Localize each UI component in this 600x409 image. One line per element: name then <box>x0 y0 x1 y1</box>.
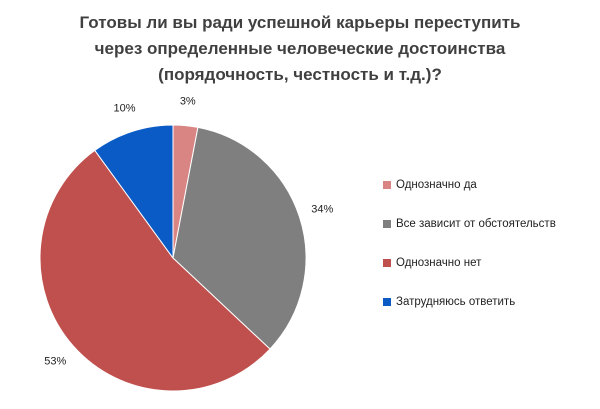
chart-title: через определенные человеческие достоинс… <box>95 39 506 58</box>
chart-title: Готовы ли вы ради успешной карьеры перес… <box>80 13 521 32</box>
legend-swatch <box>383 259 391 267</box>
data-label: 34% <box>311 203 333 215</box>
pie-slice <box>94 124 174 260</box>
legend-swatch <box>383 220 391 228</box>
data-label: 10% <box>113 103 135 115</box>
data-label: 53% <box>44 356 66 368</box>
legend-label: Однозначно нет <box>396 257 482 269</box>
legend-label: Затрудняюсь ответить <box>396 296 515 308</box>
pie-slice <box>172 126 307 350</box>
legend-label: Однозначно да <box>396 179 477 191</box>
data-label: 3% <box>180 96 196 108</box>
legend-label: Все зависит от обстоятельств <box>396 218 556 230</box>
chart-title: (порядочность, честность и т.д.)? <box>158 65 442 84</box>
legend-swatch <box>383 298 391 306</box>
legend-swatch <box>383 181 391 189</box>
pie-slice <box>39 149 271 392</box>
